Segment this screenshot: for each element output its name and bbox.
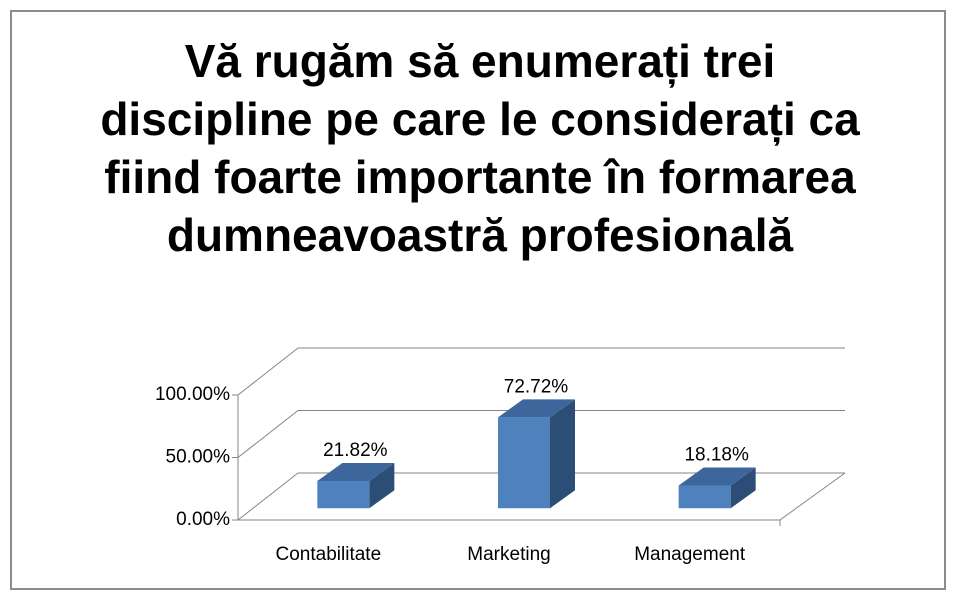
x-tick-label: Marketing (467, 544, 550, 565)
data-label: 18.18% (684, 445, 749, 466)
y-tick-label: 50.00% (166, 447, 231, 468)
y-tick-label: 0.00% (176, 509, 230, 530)
chart-title: Vă rugăm să enumerați trei discipline pe… (100, 35, 860, 261)
bar (317, 480, 370, 509)
grid-line (237, 410, 845, 458)
bar-side (550, 399, 575, 509)
bar (498, 417, 550, 509)
grid-line (237, 472, 845, 521)
bar (678, 485, 731, 509)
bar-side (369, 462, 395, 509)
x-tick-label: Management (634, 544, 746, 565)
bar-top (678, 467, 756, 486)
x-tick-label: Contabilitate (276, 544, 382, 565)
y-tick-label: 100.00% (155, 384, 230, 405)
data-label: 72.72% (504, 376, 569, 397)
data-label: 21.82% (323, 440, 388, 461)
grid-line (237, 347, 845, 396)
bar-top (498, 399, 575, 418)
bar-side (730, 467, 756, 509)
bar-top (317, 462, 395, 481)
